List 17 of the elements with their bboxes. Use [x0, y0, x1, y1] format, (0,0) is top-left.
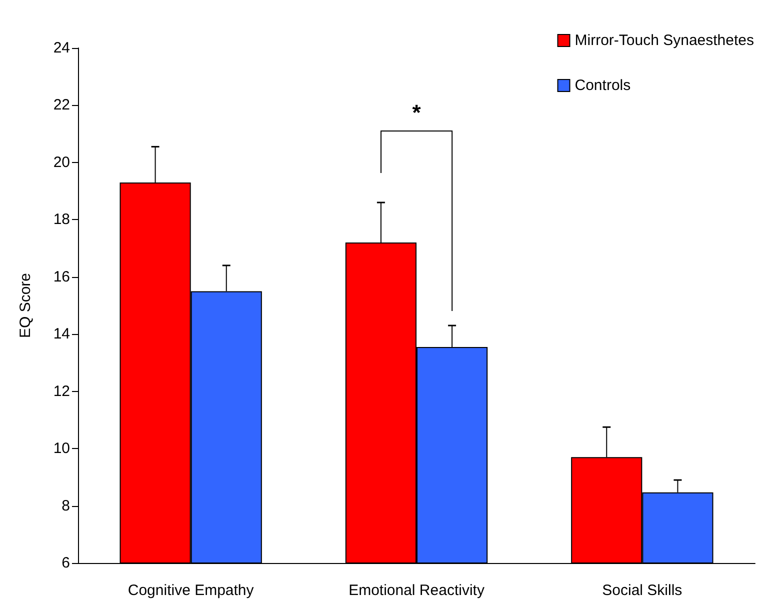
x-tick-label: Emotional Reactivity	[348, 582, 485, 599]
y-tick-label: 6	[62, 554, 70, 572]
y-tick-label: 22	[53, 96, 70, 114]
y-tick-label: 12	[53, 382, 70, 400]
y-tick-label: 14	[53, 326, 70, 343]
y-axis-title: EQ Score	[17, 272, 34, 338]
annotation: *	[412, 100, 422, 125]
x-tick-label: Social Skills	[602, 582, 682, 599]
legend-label: Controls	[574, 77, 631, 94]
y-tick-label: 10	[53, 440, 70, 458]
x-tick-label: Cognitive Empathy	[128, 582, 254, 599]
y-tick-label: 8	[62, 497, 70, 514]
y-tick-label: 16	[53, 268, 70, 286]
y-tick-label: 18	[53, 211, 70, 228]
y-tick-label: 20	[53, 154, 70, 171]
y-tick-label: 24	[53, 40, 70, 56]
legend-label: Mirror-Touch Synaesthetes	[574, 32, 754, 49]
